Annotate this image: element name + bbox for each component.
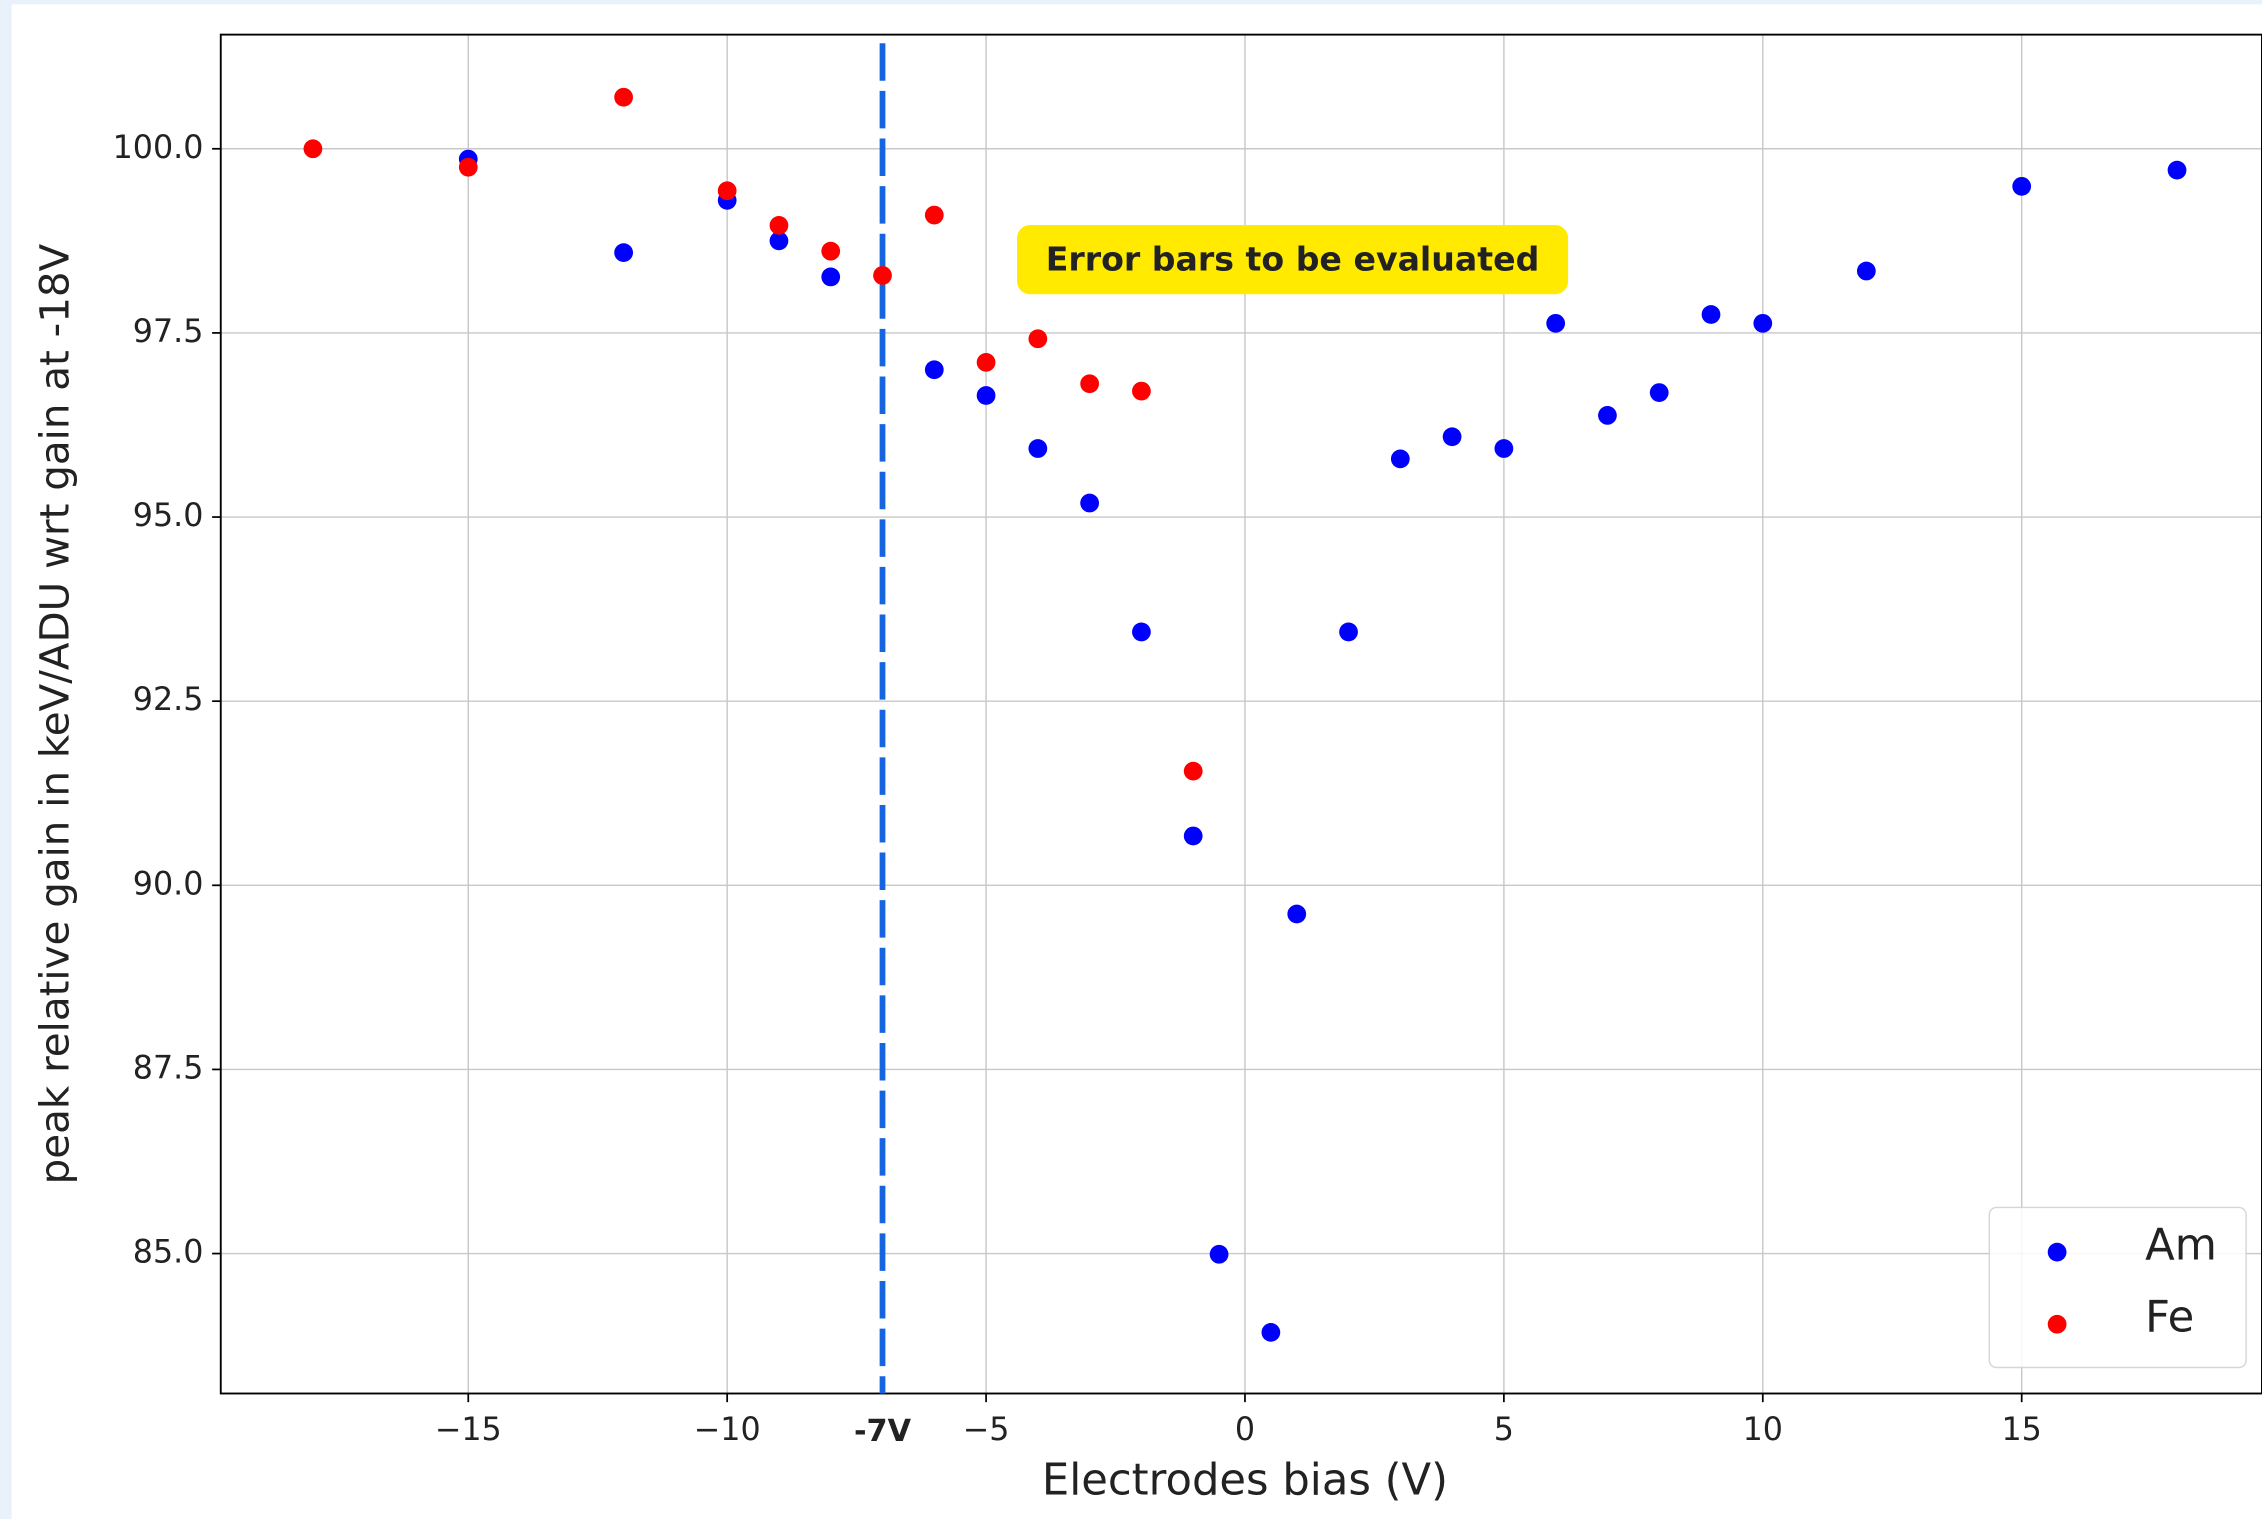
legend-marker xyxy=(2047,1242,2067,1262)
point xyxy=(1442,427,1462,447)
point xyxy=(1183,761,1203,781)
point xyxy=(1287,904,1307,924)
point xyxy=(821,267,841,287)
point xyxy=(924,360,944,380)
point xyxy=(1856,261,1876,281)
point xyxy=(1080,493,1100,513)
x-axis-label: Electrodes bias (V) xyxy=(1042,1455,1448,1505)
y-tick-label: 87.5 xyxy=(133,1050,204,1086)
x-tick-label: 0 xyxy=(1235,1412,1255,1448)
x-tick-label: −5 xyxy=(963,1412,1010,1448)
legend-label: Fe xyxy=(2145,1292,2194,1342)
point xyxy=(303,139,323,159)
x-tick-label: 10 xyxy=(1743,1412,1783,1448)
y-tick-label: 100.0 xyxy=(113,130,204,166)
point xyxy=(2167,160,2187,180)
grid xyxy=(220,34,2262,1394)
x-tick-label: 15 xyxy=(2002,1412,2042,1448)
x-tick-label: 5 xyxy=(1494,1412,1514,1448)
point xyxy=(821,241,841,261)
point xyxy=(976,386,996,405)
point xyxy=(1132,381,1151,401)
y-tick-label: 90.0 xyxy=(133,866,204,902)
point xyxy=(1390,449,1410,469)
point xyxy=(769,216,789,235)
point xyxy=(614,243,633,263)
point xyxy=(1649,383,1669,402)
reference-label: -7V xyxy=(854,1414,912,1449)
point xyxy=(1494,439,1514,458)
point xyxy=(1209,1244,1229,1264)
x-tick-label: −10 xyxy=(694,1412,761,1448)
point xyxy=(1701,305,1721,324)
point xyxy=(1261,1322,1281,1342)
point xyxy=(924,205,944,225)
point xyxy=(717,181,737,201)
point xyxy=(1132,622,1151,642)
point xyxy=(873,266,892,285)
y-tick-label: 97.5 xyxy=(133,314,204,350)
point xyxy=(1339,622,1358,642)
point xyxy=(458,157,478,177)
point xyxy=(1183,826,1203,846)
y-tick-label: 85.0 xyxy=(133,1235,204,1271)
point xyxy=(976,352,996,372)
point xyxy=(2012,176,2032,196)
point xyxy=(1028,329,1048,349)
point xyxy=(1028,439,1048,458)
legend-marker xyxy=(2047,1314,2067,1334)
point xyxy=(1598,406,1617,425)
y-tick-label: 92.5 xyxy=(133,682,204,718)
point xyxy=(769,231,789,251)
point xyxy=(1546,313,1566,333)
annotation: Error bars to be evaluated xyxy=(1046,240,1540,279)
point xyxy=(614,87,633,107)
x-tick-label: −15 xyxy=(435,1412,502,1448)
y-axis-label: peak relative gain in keV/ADU wrt gain a… xyxy=(32,243,79,1184)
annotation-box xyxy=(1017,225,1569,295)
point xyxy=(1080,374,1100,394)
point xyxy=(1753,313,1773,333)
legend-label: Am xyxy=(2145,1220,2217,1270)
y-tick-label: 95.0 xyxy=(133,498,204,534)
